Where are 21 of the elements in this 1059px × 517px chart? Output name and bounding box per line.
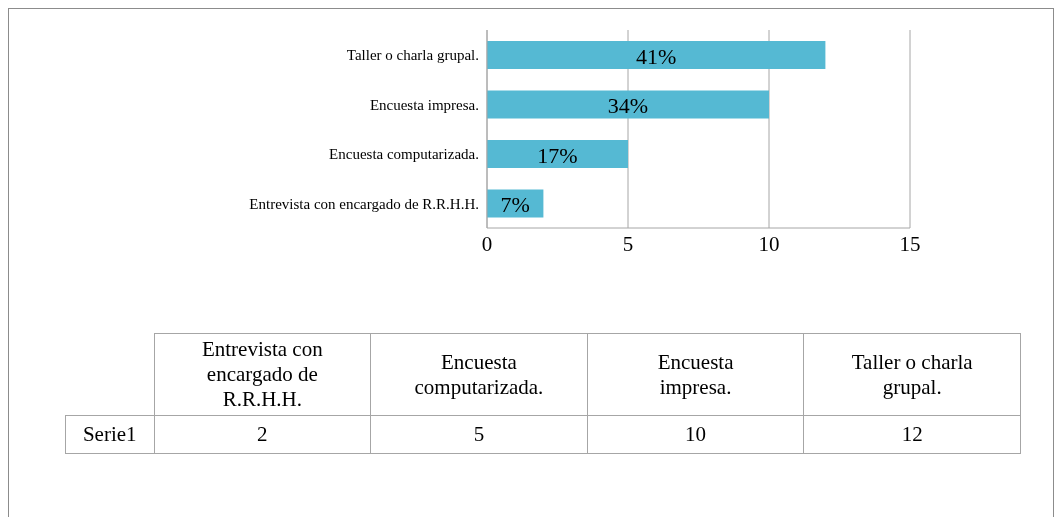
annotation: 34%	[607, 93, 649, 118]
data-label: 10	[587, 415, 804, 454]
y-tick-label: Encuesta computarizada.	[329, 146, 479, 163]
text: Serie1	[65, 415, 154, 454]
data-label: 2	[154, 415, 371, 454]
annotation: 41%	[636, 43, 677, 69]
data-label: 5	[370, 415, 588, 454]
annotation: 17%	[537, 142, 578, 168]
x-tick-label: 0	[481, 231, 493, 256]
category-label: Encuesta impresa.	[656, 349, 735, 400]
data-label: 12	[803, 415, 1021, 454]
x-tick-label: 15	[899, 231, 921, 256]
y-tick-label: Taller o charla grupal.	[346, 47, 479, 64]
y-tick-label: Encuesta impresa.	[369, 96, 479, 113]
x-tick-label: 10	[758, 231, 780, 256]
x-tick-label: 5	[622, 231, 634, 256]
category-label: Entrevista con encargado de R.R.H.H.	[200, 337, 324, 412]
y-tick-label: Entrevista con encargado de R.R.H.H.	[249, 195, 479, 212]
annotation: 7%	[500, 192, 530, 217]
category-label: Taller o charla grupal.	[850, 349, 974, 400]
category-label: Encuesta computarizada.	[413, 349, 545, 400]
